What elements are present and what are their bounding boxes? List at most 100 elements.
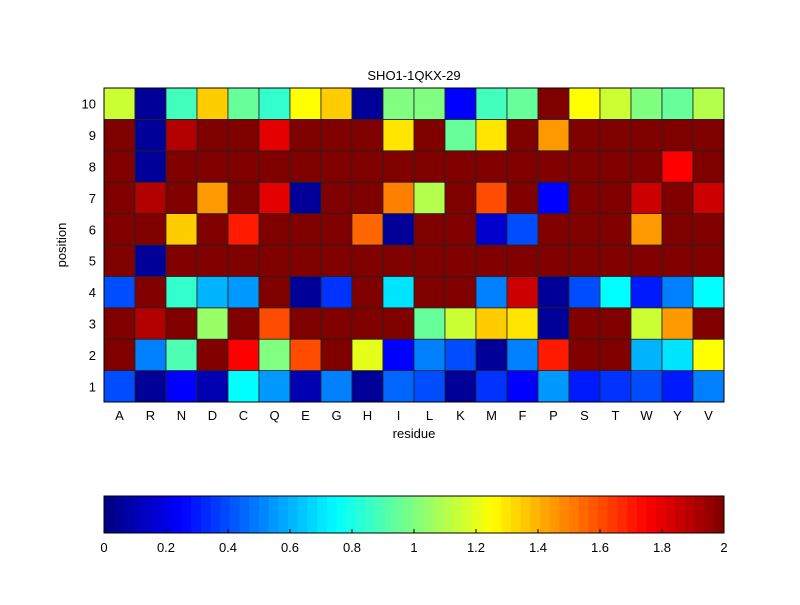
cell-Q-6 bbox=[258, 213, 291, 246]
colorbar-swatch bbox=[462, 496, 473, 533]
colorbar-swatch bbox=[404, 496, 415, 533]
colorbar-swatch bbox=[336, 496, 347, 533]
colorbar-swatch bbox=[569, 496, 580, 533]
colorbar-swatch bbox=[346, 496, 357, 533]
colorbar-swatch bbox=[162, 496, 173, 533]
colorbar-tick-label: 1.8 bbox=[653, 540, 671, 555]
colorbar-swatch bbox=[239, 496, 250, 533]
colorbar-swatch bbox=[714, 496, 725, 533]
cell-K-5 bbox=[444, 244, 477, 277]
cell-G-8 bbox=[320, 150, 353, 183]
cell-N-8 bbox=[165, 150, 198, 183]
cell-N-3 bbox=[165, 307, 198, 340]
cell-A-9 bbox=[103, 119, 136, 152]
cell-V-4 bbox=[692, 275, 725, 309]
cell-Y-3 bbox=[661, 307, 694, 340]
cell-R-1 bbox=[134, 370, 167, 403]
colorbar-swatch bbox=[491, 496, 502, 533]
cell-L-5 bbox=[413, 244, 446, 277]
cell-Y-2 bbox=[661, 338, 694, 372]
colorbar-swatch bbox=[365, 496, 376, 533]
cell-Q-4 bbox=[258, 275, 291, 309]
cell-N-1 bbox=[165, 370, 198, 403]
cell-G-2 bbox=[320, 338, 353, 372]
cell-E-4 bbox=[289, 275, 322, 309]
cell-T-6 bbox=[599, 213, 632, 246]
colorbar-tick-label: 0.2 bbox=[157, 540, 175, 555]
cell-G-10 bbox=[320, 87, 353, 120]
cell-C-8 bbox=[227, 150, 260, 183]
colorbar-swatch bbox=[394, 496, 405, 533]
cell-F-6 bbox=[506, 213, 539, 246]
cell-S-6 bbox=[568, 213, 601, 246]
cell-Q-9 bbox=[258, 119, 291, 152]
cell-R-7 bbox=[134, 181, 167, 214]
colorbar-swatch bbox=[539, 496, 551, 533]
cell-A-7 bbox=[103, 181, 136, 214]
colorbar-swatch bbox=[694, 496, 706, 533]
colorbar-swatch bbox=[191, 496, 202, 533]
cell-S-7 bbox=[568, 181, 601, 214]
cell-L-9 bbox=[413, 119, 446, 152]
colorbar-tick-label: 0.6 bbox=[281, 540, 299, 555]
cell-T-8 bbox=[599, 150, 632, 183]
colorbar-swatch bbox=[578, 496, 589, 533]
colorbar-tick-label: 0 bbox=[100, 540, 107, 555]
cell-W-9 bbox=[630, 119, 663, 152]
x-tick-label: F bbox=[519, 408, 527, 423]
cell-W-3 bbox=[630, 307, 663, 340]
x-tick-label: W bbox=[640, 408, 653, 423]
cell-G-6 bbox=[320, 213, 353, 246]
y-tick-label: 3 bbox=[89, 317, 96, 332]
colorbar-tick-label: 1.6 bbox=[591, 540, 609, 555]
cell-D-3 bbox=[196, 307, 229, 340]
colorbar-tick-label: 1.2 bbox=[467, 540, 485, 555]
cell-L-1 bbox=[413, 370, 446, 403]
cell-A-10 bbox=[103, 87, 136, 120]
colorbar-swatch bbox=[423, 496, 434, 533]
colorbar-swatch bbox=[133, 496, 144, 533]
cell-P-6 bbox=[537, 213, 570, 246]
cell-S-2 bbox=[568, 338, 601, 372]
colorbar-swatch bbox=[142, 496, 153, 533]
cell-S-5 bbox=[568, 244, 601, 277]
cell-K-8 bbox=[444, 150, 477, 183]
x-tick-label: I bbox=[397, 408, 401, 423]
cell-I-10 bbox=[382, 87, 415, 120]
colorbar-tick-label: 1 bbox=[410, 540, 417, 555]
cell-W-8 bbox=[630, 150, 663, 183]
cell-G-5 bbox=[320, 244, 353, 277]
cell-I-5 bbox=[382, 244, 415, 277]
x-tick-label: P bbox=[549, 408, 558, 423]
cell-C-2 bbox=[227, 338, 260, 372]
cell-P-7 bbox=[537, 181, 570, 214]
cell-A-1 bbox=[103, 370, 136, 403]
cell-I-6 bbox=[382, 213, 415, 246]
cell-Q-7 bbox=[258, 181, 291, 214]
cell-M-9 bbox=[475, 119, 508, 152]
cell-N-2 bbox=[165, 338, 198, 372]
cell-P-8 bbox=[537, 150, 570, 183]
cell-K-6 bbox=[444, 213, 477, 246]
cell-L-3 bbox=[413, 307, 446, 340]
cell-A-5 bbox=[103, 244, 136, 277]
cell-I-4 bbox=[382, 275, 415, 309]
colorbar-swatch bbox=[220, 496, 231, 533]
cell-T-7 bbox=[599, 181, 632, 214]
cell-S-9 bbox=[568, 119, 601, 152]
cell-A-8 bbox=[103, 150, 136, 183]
cell-Q-5 bbox=[258, 244, 291, 277]
cell-M-5 bbox=[475, 244, 508, 277]
cell-M-3 bbox=[475, 307, 508, 340]
x-tick-label: Q bbox=[269, 408, 279, 423]
cell-Y-6 bbox=[661, 213, 694, 246]
cell-R-10 bbox=[134, 87, 167, 120]
cell-D-7 bbox=[196, 181, 229, 214]
cell-L-8 bbox=[413, 150, 446, 183]
cell-I-9 bbox=[382, 119, 415, 152]
cell-E-2 bbox=[289, 338, 322, 372]
cell-V-5 bbox=[692, 244, 725, 277]
cell-N-10 bbox=[165, 87, 198, 120]
x-axis-label: residue bbox=[393, 426, 436, 441]
